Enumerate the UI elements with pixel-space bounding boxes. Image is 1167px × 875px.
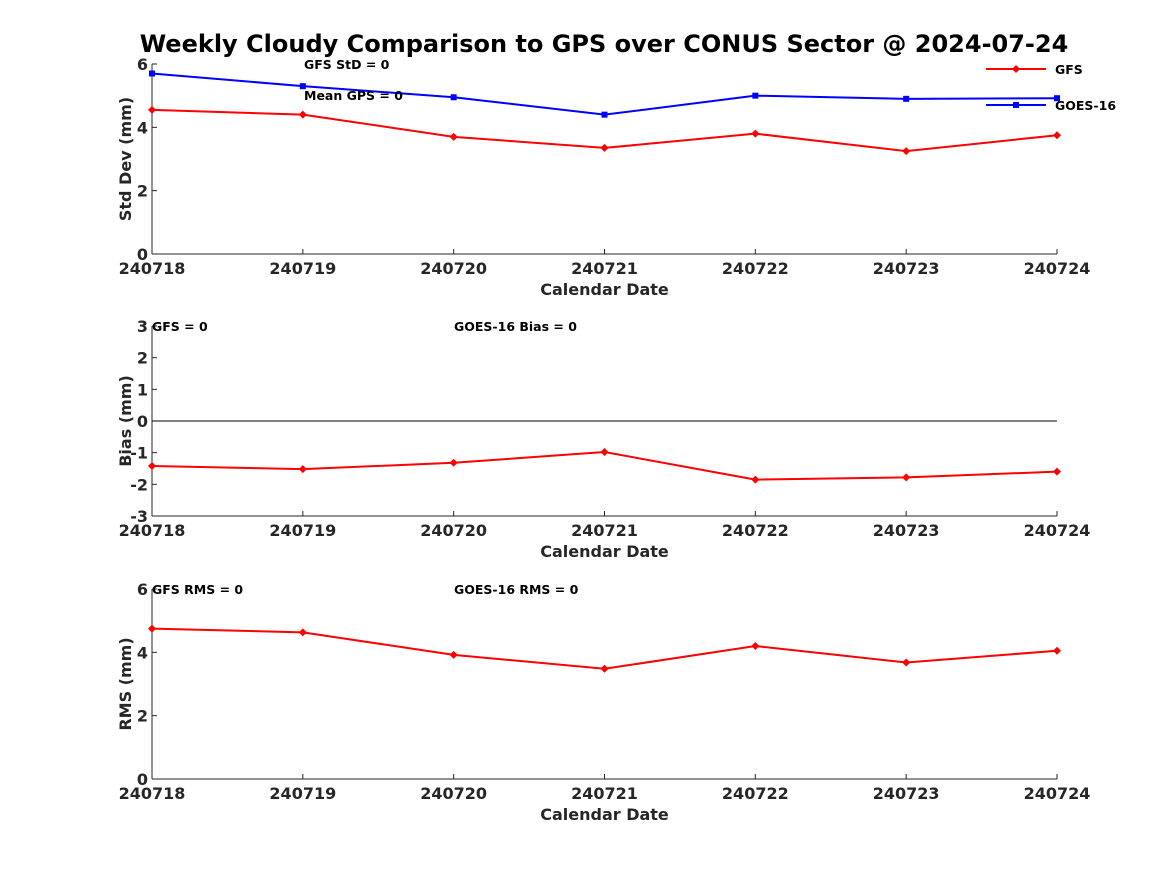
stddev-y-axis-label: Std Dev (mm): [116, 97, 135, 221]
bias-x-tick-label: 240723: [873, 521, 940, 540]
bias-gfs-point: [902, 473, 911, 482]
panel-stddev: 240718 240719 240720 240721 240722 240723 2407…: [116, 55, 1116, 299]
rms-x-tick-label: 240724: [1024, 784, 1091, 803]
stddev-goes-16-point: [450, 94, 457, 101]
bias-x-tick-label: 240720: [420, 521, 487, 540]
bias-y-tick-label: -3: [130, 507, 148, 526]
bias-y-tick-label: -1: [130, 444, 148, 463]
rms-x-axis-label: Calendar Date: [540, 805, 669, 824]
bias-x-tick-label: 240724: [1024, 521, 1091, 540]
rms-gfs-point: [298, 628, 307, 637]
legend-gfs-marker: [1012, 65, 1020, 73]
bias-x-tick-label: 240719: [269, 521, 336, 540]
panel-rms: 240718 240719 240720 240721 240722 240723 2407…: [116, 580, 1090, 824]
stddev-gfs-point: [298, 110, 307, 119]
stddev-x-tick-label: 240722: [722, 259, 789, 278]
stddev-x-tick-label: 240724: [1024, 259, 1091, 278]
stddev-gfs-point: [148, 105, 156, 114]
bias-gfs-point: [1053, 467, 1061, 476]
rms-x-tick-label: 240722: [722, 784, 789, 803]
rms-y-axis-label: RMS (mm): [116, 637, 135, 730]
figure-title: Weekly Cloudy Comparison to GPS over CON…: [140, 30, 1069, 58]
bias-gfs-point: [600, 448, 609, 457]
stddev-goes-16-point: [752, 92, 759, 99]
stddev-x-tick-label: 240719: [269, 259, 336, 278]
bias-gfs-point: [298, 465, 307, 474]
bias-gfs-line: [151, 451, 1058, 481]
stddev-annotation: GFS StD = 0: [304, 57, 390, 72]
rms-gfs-line: [151, 627, 1058, 670]
bias-x-tick-label: 240722: [722, 521, 789, 540]
rms-gfs-point: [751, 642, 760, 650]
rms-x-tick-label: 240718: [119, 784, 186, 803]
legend-goes-16-marker: [1013, 102, 1019, 108]
legend-gfs-label: GFS: [1055, 62, 1083, 77]
bias-y-tick-label: 1: [137, 380, 148, 399]
rms-x-tick-label: 240723: [873, 784, 940, 803]
chart-panels: 240718 240719 240720 240721 240722 240723 2407…: [116, 55, 1116, 824]
legend-goes-16-label: GOES-16: [1055, 98, 1116, 113]
stddev-goes-16-point: [601, 111, 608, 118]
stddev-y-tick-label: 6: [137, 55, 148, 74]
stddev-x-tick-label: 240723: [873, 259, 940, 278]
bias-x-tick-label: 240718: [119, 521, 186, 540]
bias-x-axis-label: Calendar Date: [540, 542, 669, 561]
rms-gfs-point: [600, 664, 609, 673]
bias-gfs-point: [449, 458, 458, 467]
bias-annotation: GFS = 0: [152, 319, 208, 334]
stddev-gfs-point: [902, 147, 911, 156]
stddev-y-tick-label: 0: [137, 245, 148, 264]
bias-gfs-point: [751, 475, 760, 484]
rms-gfs-point: [148, 624, 156, 633]
rms-y-tick-label: 0: [137, 770, 148, 789]
rms-y-tick-label: 6: [137, 580, 148, 599]
bias-y-tick-label: 3: [137, 317, 148, 336]
bias-x-tick-label: 240721: [571, 521, 638, 540]
stddev-y-tick-label: 2: [137, 182, 148, 201]
stddev-goes-16-point: [299, 83, 306, 90]
bias-gfs-point: [148, 461, 156, 470]
rms-x-tick-label: 240720: [420, 784, 487, 803]
stddev-gfs-point: [600, 143, 609, 152]
panel-bias: 240718 240719 240720 240721 240722 240723 2407…: [116, 317, 1090, 561]
stddev-x-tick-label: 240718: [119, 259, 186, 278]
rms-annotation: GOES-16 RMS = 0: [454, 582, 579, 597]
rms-y-tick-label: 4: [137, 643, 148, 662]
rms-y-tick-label: 2: [137, 707, 148, 726]
bias-y-axis-label: Bias (mm): [116, 375, 135, 467]
stddev-annotation: Mean GPS = 0: [304, 88, 403, 103]
rms-annotation: GFS RMS = 0: [152, 582, 243, 597]
stddev-gfs-point: [1053, 131, 1061, 140]
bias-y-tick-label: -2: [130, 475, 148, 494]
stddev-goes-16-line: [151, 72, 1058, 116]
bias-y-tick-label: 0: [137, 412, 148, 431]
stddev-y-tick-label: 4: [137, 118, 148, 137]
rms-x-tick-label: 240721: [571, 784, 638, 803]
bias-annotation: GOES-16 Bias = 0: [454, 319, 577, 334]
bias-y-tick-label: 2: [137, 349, 148, 368]
rms-gfs-point: [449, 650, 458, 659]
stddev-gfs-point: [751, 129, 760, 138]
rms-gfs-point: [902, 658, 911, 667]
rms-x-tick-label: 240719: [269, 784, 336, 803]
stddev-gfs-point: [449, 132, 458, 141]
stddev-goes-16-point: [903, 95, 910, 102]
stddev-x-tick-label: 240721: [571, 259, 638, 278]
stddev-x-axis-label: Calendar Date: [540, 280, 669, 299]
rms-gfs-point: [1053, 646, 1061, 655]
stddev-goes-16-point: [149, 70, 155, 77]
stddev-goes-16-point: [1054, 95, 1060, 102]
stddev-x-tick-label: 240720: [420, 259, 487, 278]
